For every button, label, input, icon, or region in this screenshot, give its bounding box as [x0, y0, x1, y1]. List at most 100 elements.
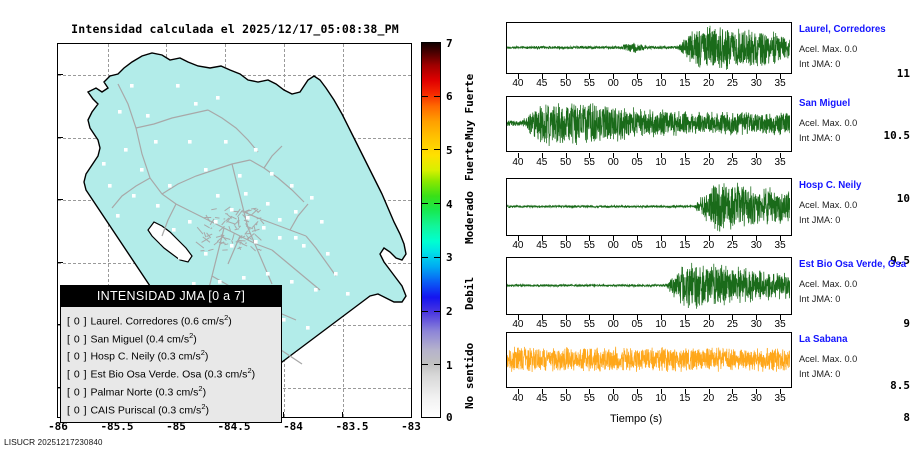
- legend-station-name: Palmar Norte: [90, 386, 155, 398]
- map-ytick: 9: [864, 317, 910, 330]
- legend-row: [ 0 ] Palmar Norte (0.3 cm/s2): [67, 382, 275, 400]
- town-marker: [334, 272, 338, 276]
- legend-acceleration: (0.3 cm/s: [204, 369, 247, 381]
- time-tick-label: 55: [577, 393, 601, 404]
- map-ytick: 10.5: [864, 129, 910, 142]
- time-tick-label: 15: [673, 319, 697, 330]
- time-tick-label: 40: [506, 393, 530, 404]
- road-line: [238, 240, 246, 241]
- town-marker: [358, 312, 362, 316]
- town-marker: [304, 378, 308, 382]
- footer: LISUCR 20251217230840: [4, 437, 103, 447]
- town-marker: [266, 272, 270, 276]
- time-tick-label: 20: [697, 78, 721, 89]
- town-marker: [282, 318, 286, 322]
- colorbar-category: Fuerte: [463, 141, 476, 181]
- station-name-label: San Miguel: [799, 98, 850, 109]
- time-tick-label: 15: [673, 157, 697, 168]
- town-marker: [204, 252, 208, 256]
- town-marker: [346, 292, 350, 296]
- map-ytick: 11: [864, 67, 910, 80]
- town-marker: [254, 240, 258, 244]
- town-marker: [278, 236, 282, 240]
- town-marker: [124, 148, 128, 152]
- time-tick-label: 05: [625, 78, 649, 89]
- town-marker: [118, 110, 122, 114]
- time-tick-label: 40: [506, 157, 530, 168]
- colorbar-category: Debil: [463, 277, 476, 310]
- legend-row: [ 0 ] Est Bio Osa Verde. Osa (0.3 cm/s2): [67, 364, 275, 382]
- seismogram-panel: [506, 332, 792, 388]
- town-marker: [216, 194, 220, 198]
- colorbar-tick: 5: [446, 144, 460, 157]
- max-acceleration-label: Acel. Max. 0.0: [799, 279, 857, 289]
- legend-close-paren: ): [228, 316, 232, 328]
- legend-row: [ 0 ] Hosp C. Neily (0.3 cm/s2): [67, 346, 275, 364]
- legend-row: [ 0 ] CAIS Puriscal (0.3 cm/s2): [67, 400, 275, 418]
- time-tick-label: 50: [554, 393, 578, 404]
- time-tick-label: 35: [768, 240, 792, 251]
- seismogram-panel: [506, 96, 792, 152]
- station-name-label: Est Bio Osa Verde, Osa: [799, 259, 906, 270]
- time-tick-label: 45: [530, 78, 554, 89]
- time-tick-label: 05: [625, 319, 649, 330]
- town-marker: [246, 216, 250, 220]
- town-marker: [116, 214, 120, 218]
- legend-intensity-value: [ 0 ]: [67, 351, 90, 363]
- map-ytick: 8: [864, 411, 910, 424]
- waveform-trace: [507, 263, 790, 309]
- time-tick-label: 10: [649, 240, 673, 251]
- footer-code: 20251217230840: [38, 438, 103, 447]
- time-tick-label: 15: [673, 393, 697, 404]
- town-marker: [296, 352, 300, 356]
- colorbar-tick: 6: [446, 90, 460, 103]
- time-tick-label: 50: [554, 319, 578, 330]
- time-tick-label: 25: [720, 319, 744, 330]
- town-marker: [338, 364, 342, 368]
- town-marker: [238, 174, 242, 178]
- colorbar-tick: 2: [446, 305, 460, 318]
- max-acceleration-label: Acel. Max. 0.0: [799, 354, 857, 364]
- time-tick-label: 00: [601, 78, 625, 89]
- legend-close-paren: ): [205, 351, 209, 363]
- legend-row: [ 0 ] San Miguel (0.4 cm/s2): [67, 329, 275, 347]
- colorbar-category: No sentido: [463, 343, 476, 409]
- time-tick-label: 10: [649, 393, 673, 404]
- legend-acceleration: (0.4 cm/s: [146, 333, 189, 345]
- page-title: Intensidad calculada el 2025/12/17_05:08…: [60, 22, 410, 36]
- town-marker: [254, 148, 258, 152]
- time-tick-label: 45: [530, 319, 554, 330]
- seismogram-time-axis: 40 45 50 55 00 05 10 15 20 25 30 35: [506, 236, 792, 250]
- time-tick-label: 20: [697, 157, 721, 168]
- town-marker: [218, 280, 222, 284]
- time-tick-label: 20: [697, 393, 721, 404]
- seismogram-panel: [506, 178, 792, 236]
- legend-row: [ 0 ] Laurel. Corredores (0.6 cm/s2): [67, 311, 275, 329]
- legend-station-name: Hosp C. Neily: [90, 351, 157, 363]
- town-marker: [188, 140, 192, 144]
- time-tick-label: 40: [506, 78, 530, 89]
- time-tick-label: 35: [768, 319, 792, 330]
- time-tick-label: 00: [601, 157, 625, 168]
- town-marker: [306, 326, 310, 330]
- legend-close-paren: ): [252, 369, 256, 381]
- time-tick-label: 05: [625, 157, 649, 168]
- waveform-trace: [507, 183, 790, 232]
- time-tick-label: 00: [601, 393, 625, 404]
- time-tick-label: 00: [601, 240, 625, 251]
- time-tick-label: 25: [720, 240, 744, 251]
- seismogram-time-axis: 40 45 50 55 00 05 10 15 20 25 30 35: [506, 153, 792, 167]
- intensity-colorbar: [421, 42, 441, 418]
- time-tick-label: 30: [744, 393, 768, 404]
- map-xtick: -83.5: [322, 420, 382, 433]
- town-marker: [320, 396, 324, 400]
- seismogram-panel: [506, 22, 792, 74]
- colorbar-tick: 3: [446, 251, 460, 264]
- legend-intensity-value: [ 0 ]: [67, 316, 90, 328]
- legend-station-name: San Miguel: [90, 333, 145, 345]
- legend-close-paren: ): [205, 404, 209, 416]
- time-tick-label: 55: [577, 240, 601, 251]
- seismogram-time-axis: 40 45 50 55 00 05 10 15 20 25 30 35: [506, 389, 792, 403]
- town-marker: [176, 84, 180, 88]
- town-marker: [314, 288, 318, 292]
